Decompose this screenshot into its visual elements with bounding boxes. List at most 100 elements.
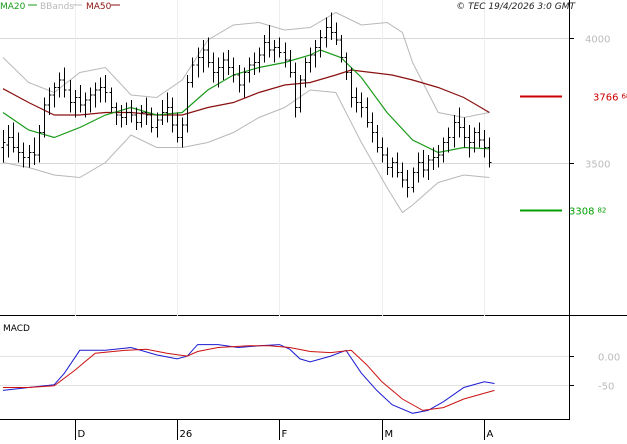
- ohlc-bar: [114, 102, 119, 125]
- ohlc-bar: [21, 142, 26, 168]
- ohlc-bar: [390, 157, 395, 178]
- legend-ma50: MA50: [86, 2, 112, 12]
- ohlc-bar: [134, 107, 139, 130]
- macd-lines: [2, 344, 495, 414]
- date-tick-label: 26: [180, 429, 193, 440]
- ohlc-bar: [318, 30, 323, 58]
- ma50-line: [2, 69, 490, 116]
- ohlc-bar: [277, 37, 282, 58]
- ohlc-bar: [175, 112, 180, 143]
- ohlc-bar: [32, 137, 37, 165]
- ohlc-bar: [247, 57, 252, 83]
- ohlc-bar: [6, 125, 11, 158]
- ohlc-bar: [359, 92, 364, 118]
- ohlc-bar: [201, 40, 206, 73]
- ohlc-bar: [405, 170, 410, 198]
- ohlc-bar: [421, 150, 426, 178]
- ohlc-bar: [431, 147, 436, 170]
- ohlc-bar: [267, 25, 272, 58]
- ohlc-bar: [436, 145, 441, 168]
- date-tick-label: M: [385, 429, 394, 440]
- ohlc-bar: [170, 97, 175, 133]
- ohlc-bar: [180, 117, 185, 148]
- ohlc-bar: [375, 125, 380, 153]
- ohlc-bar: [308, 47, 313, 73]
- macd-line: [2, 344, 495, 414]
- ohlc-bar: [11, 122, 16, 153]
- ohlc-bar: [129, 100, 134, 123]
- ohlc-bar: [441, 137, 446, 163]
- ohlc-bar: [47, 87, 52, 115]
- ohlc-bar: [313, 40, 318, 68]
- macd-tick-label: 0.00: [598, 353, 620, 364]
- ohlc-bar: [144, 97, 149, 125]
- ohlc-bar: [242, 67, 247, 98]
- ohlc-bar: [62, 67, 67, 98]
- ohlc-bar: [139, 105, 144, 128]
- copyright-text: © TEC 19/4/2026 3:0 GMT: [456, 2, 576, 12]
- ohlc-bar: [349, 67, 354, 108]
- main-plot-area: [0, 0, 569, 316]
- date-tick-label: A: [487, 429, 494, 440]
- level-label: 3308 82: [569, 207, 606, 218]
- ohlc-bar: [257, 47, 262, 73]
- ohlc-bar: [185, 75, 190, 133]
- ohlc-bar: [462, 117, 467, 148]
- ohlc-bar: [411, 167, 416, 193]
- ohlc-bar: [109, 87, 114, 113]
- ohlc-bar: [216, 57, 221, 88]
- ohlc-bar: [324, 17, 329, 48]
- ohlc-bar: [37, 125, 42, 163]
- ohlc-bar: [190, 57, 195, 88]
- ohlc-bar: [88, 87, 93, 113]
- level-label: 376668: [593, 93, 627, 104]
- ohlc-bar: [303, 57, 308, 88]
- ohlc-bar: [57, 72, 62, 98]
- ohlc-bar: [400, 162, 405, 188]
- ohlc-bar: [206, 37, 211, 68]
- ohlc-bar: [124, 102, 129, 125]
- ohlc-bar: [211, 52, 216, 83]
- ohlc-bar: [395, 152, 400, 178]
- ohlc-bar: [482, 130, 487, 158]
- ohlc-bar: [93, 82, 98, 108]
- date-tick-label: D: [78, 429, 86, 440]
- bb-lower-line: [2, 89, 490, 214]
- ohlc-bar: [231, 57, 236, 83]
- macd-title: MACD: [3, 324, 30, 334]
- macd-axis-ticks: 0.00 -50: [569, 353, 620, 393]
- ohlc-bar: [298, 75, 303, 113]
- date-tick-label: F: [282, 429, 288, 440]
- ohlc-bar: [487, 137, 492, 168]
- ohlc-bar: [149, 107, 154, 133]
- ohlc-bar: [288, 50, 293, 78]
- price-tick-label: 4000: [585, 35, 610, 46]
- ohlc-bar: [477, 122, 482, 148]
- ohlc-bar: [354, 87, 359, 113]
- ohlc-bar: [252, 52, 257, 75]
- ohlc-bar: [344, 52, 349, 80]
- ohlc-bar: [165, 92, 170, 123]
- legend-ma20: MA20: [0, 2, 26, 12]
- ohlc-bar: [226, 50, 231, 75]
- ohlc-bars: [1, 12, 492, 198]
- macd-tick-label: -50: [598, 382, 614, 393]
- ohlc-bar: [1, 130, 6, 163]
- ohlc-bar: [262, 35, 267, 63]
- ohlc-bar: [370, 112, 375, 143]
- ohlc-bar: [68, 80, 73, 113]
- ohlc-bar: [237, 65, 242, 93]
- bb-upper-line: [2, 11, 490, 119]
- ohlc-bar: [452, 115, 457, 148]
- ohlc-bar: [380, 137, 385, 163]
- ohlc-bar: [283, 42, 288, 68]
- ohlc-bar: [160, 100, 165, 125]
- ohlc-bar: [329, 12, 334, 40]
- legend: MA20 BBands MA50: [0, 2, 120, 12]
- ohlc-bar: [83, 92, 88, 118]
- ohlc-bar: [339, 35, 344, 63]
- ohlc-bar: [78, 85, 83, 113]
